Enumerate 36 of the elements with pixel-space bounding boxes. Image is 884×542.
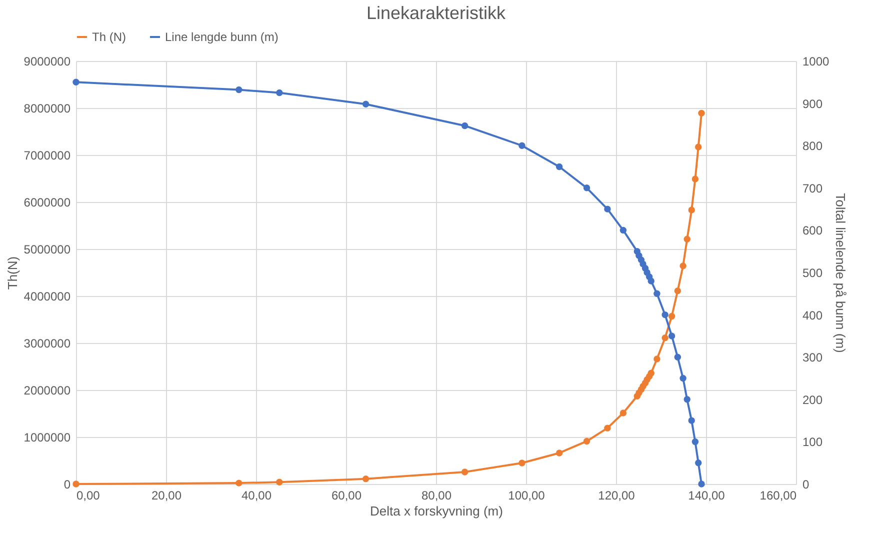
y-tick-label: 9000000 xyxy=(24,54,71,68)
x-tick-label: 100,00 xyxy=(508,488,546,502)
y2-tick-label: 500 xyxy=(802,266,823,280)
y2-tick-label: 800 xyxy=(802,139,823,154)
y-tick-label: 3000000 xyxy=(24,336,71,350)
x-tick-label: 0,00 xyxy=(76,488,100,502)
x-tick-label: 160,00 xyxy=(760,488,797,502)
y2-tick-label: 400 xyxy=(802,308,823,322)
y-tick-label: 5000000 xyxy=(24,242,71,256)
x-tick-label: 40,00 xyxy=(241,488,272,502)
y2-tick-label: 0 xyxy=(802,478,810,492)
y-tick-label: 4000000 xyxy=(24,290,71,304)
y-tick-label: 8000000 xyxy=(24,102,71,116)
x-tick-label: 120,00 xyxy=(598,488,636,502)
y2-tick-label: 1000 xyxy=(802,54,830,68)
y-axis-title: Th(N) xyxy=(4,256,20,290)
y2-tick-label: 600 xyxy=(802,224,823,238)
y2-tick-label: 100 xyxy=(802,435,823,450)
legend-label: Th (N) xyxy=(92,30,126,44)
y2-tick-label: 700 xyxy=(802,181,823,196)
y2-tick-label: 300 xyxy=(802,350,823,365)
x-tick-label: 60,00 xyxy=(331,488,362,502)
chart-title: Linekarakteristikk xyxy=(366,3,507,23)
y-tick-label: 6000000 xyxy=(24,196,71,210)
legend-label: Line lengde bunn (m) xyxy=(165,30,278,44)
y2-axis-title: Toltal linelende på bunn (m) xyxy=(833,193,848,353)
x-tick-label: 140,00 xyxy=(688,488,726,502)
x-tick-label: 20,00 xyxy=(151,488,182,502)
y-tick-label: 2000000 xyxy=(24,384,71,398)
y-tick-label: 1000000 xyxy=(24,430,71,444)
y2-tick-label: 200 xyxy=(802,392,823,407)
y-tick-label: 0 xyxy=(64,478,71,492)
x-tick-label: 80,00 xyxy=(421,488,452,502)
x-axis-title: Delta x forskyvning (m) xyxy=(370,504,503,518)
y-tick-label: 7000000 xyxy=(24,148,71,162)
y2-tick-label: 900 xyxy=(802,96,823,111)
